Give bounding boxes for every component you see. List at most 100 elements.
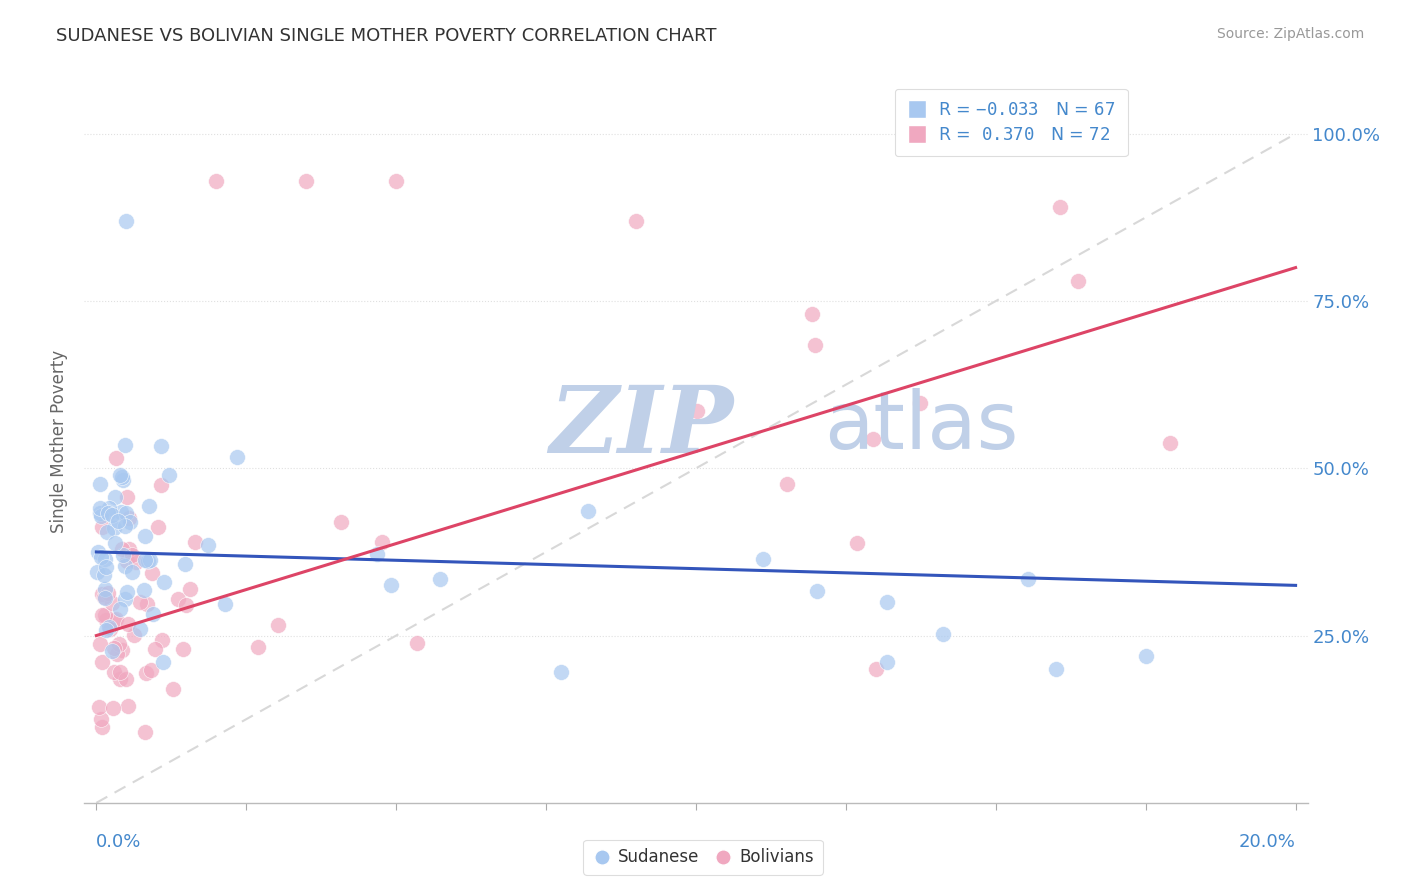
Point	[751, 552, 773, 566]
Point	[93, 568, 115, 582]
Point	[129, 622, 152, 636]
Point	[380, 577, 402, 591]
Point	[103, 641, 125, 656]
Point	[98, 500, 121, 515]
Point	[87, 545, 110, 559]
Point	[117, 616, 139, 631]
Text: 20.0%: 20.0%	[1239, 833, 1295, 851]
Point	[142, 607, 165, 621]
Point	[107, 648, 129, 662]
Point	[91, 608, 114, 623]
Point	[110, 505, 132, 519]
Text: 0.0%: 0.0%	[97, 833, 142, 851]
Point	[1067, 274, 1090, 288]
Point	[107, 514, 129, 528]
Point	[157, 467, 180, 482]
Point	[406, 635, 429, 649]
Point	[149, 477, 172, 491]
Point	[114, 438, 136, 452]
Legend: R = $\mathtt{-0.033}$   N = $\mathtt{67}$, R =  $\mathtt{0.370}$   N = $\mathtt{: R = $\mathtt{-0.033}$ N = $\mathtt{67}$,…	[894, 89, 1128, 156]
Point	[98, 622, 121, 636]
Point	[876, 655, 898, 669]
Point	[908, 395, 931, 409]
Point	[96, 623, 118, 637]
Point	[97, 586, 120, 600]
Point	[197, 538, 219, 552]
Point	[101, 644, 124, 658]
Point	[122, 628, 145, 642]
Point	[104, 490, 127, 504]
Point	[129, 595, 152, 609]
Point	[90, 655, 112, 669]
Point	[89, 637, 111, 651]
Point	[103, 613, 125, 627]
Point	[179, 582, 201, 596]
Point	[108, 665, 131, 680]
Point	[97, 506, 120, 520]
Point	[114, 673, 136, 687]
Point	[932, 626, 955, 640]
Point	[1049, 200, 1071, 214]
Point	[148, 520, 170, 534]
Point	[806, 584, 828, 599]
Point	[101, 701, 124, 715]
Point	[134, 529, 156, 543]
Point	[112, 548, 135, 562]
Point	[114, 506, 136, 520]
Point	[846, 536, 869, 550]
Point	[105, 612, 128, 626]
Point	[141, 663, 163, 677]
Point	[135, 666, 157, 681]
Point	[578, 504, 600, 518]
Y-axis label: Single Mother Poverty: Single Mother Poverty	[51, 350, 69, 533]
Text: Source: ZipAtlas.com: Source: ZipAtlas.com	[1216, 27, 1364, 41]
Point	[149, 440, 172, 454]
Point	[1135, 648, 1157, 663]
Point	[804, 338, 827, 352]
Point	[118, 511, 141, 525]
Point	[167, 592, 190, 607]
Point	[101, 508, 124, 522]
Point	[94, 552, 117, 566]
Point	[624, 214, 647, 228]
Point	[90, 549, 112, 564]
Point	[111, 470, 134, 484]
Point	[91, 587, 114, 601]
Point	[330, 515, 353, 529]
Point	[1045, 662, 1067, 676]
Point	[118, 542, 141, 557]
Point	[103, 521, 125, 535]
Point	[136, 597, 159, 611]
Point	[1017, 572, 1039, 586]
Point	[152, 655, 174, 669]
Point	[98, 620, 121, 634]
Point	[94, 591, 117, 605]
Point	[876, 595, 898, 609]
Point	[108, 672, 131, 686]
Point	[172, 642, 194, 657]
Point	[89, 477, 111, 491]
Point	[90, 713, 112, 727]
Point	[184, 535, 207, 549]
Point	[121, 565, 143, 579]
Point	[115, 584, 138, 599]
Point	[94, 613, 117, 627]
Point	[141, 566, 163, 581]
Point	[385, 173, 408, 188]
Point	[176, 598, 198, 612]
Point	[108, 468, 131, 483]
Point	[1159, 436, 1181, 450]
Point	[86, 566, 108, 580]
Text: atlas: atlas	[824, 388, 1019, 467]
Point	[93, 591, 115, 605]
Point	[115, 490, 138, 504]
Point	[89, 501, 111, 516]
Text: ZIP: ZIP	[550, 382, 734, 472]
Point	[117, 699, 139, 714]
Point	[266, 618, 288, 632]
Point	[686, 404, 709, 418]
Point	[94, 608, 117, 623]
Legend: Sudanese, Bolivians: Sudanese, Bolivians	[583, 840, 823, 875]
Text: SUDANESE VS BOLIVIAN SINGLE MOTHER POVERTY CORRELATION CHART: SUDANESE VS BOLIVIAN SINGLE MOTHER POVER…	[56, 27, 717, 45]
Point	[105, 451, 128, 466]
